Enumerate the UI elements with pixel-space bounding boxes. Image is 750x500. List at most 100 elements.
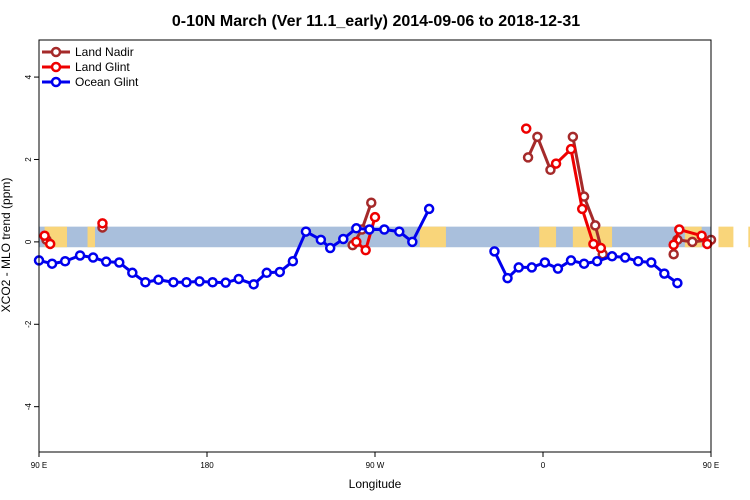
data-point: [545, 164, 556, 176]
data-point: [502, 272, 513, 284]
legend-item: Land Glint: [42, 60, 130, 74]
land-band-segment: [539, 226, 557, 248]
series-layer: [33, 123, 717, 290]
x-tick-label: 180: [200, 461, 214, 470]
x-tick-label: 90 W: [366, 461, 385, 470]
data-point: [672, 277, 683, 289]
legend-label: Land Nadir: [75, 45, 134, 59]
data-point: [423, 203, 435, 215]
data-point: [366, 197, 377, 208]
x-tick-label: 90 E: [31, 461, 47, 470]
data-point: [351, 236, 362, 248]
data-point: [526, 262, 538, 273]
data-point: [578, 258, 590, 269]
data-point: [233, 273, 244, 285]
data-point: [100, 256, 112, 267]
data-point: [532, 131, 543, 143]
data-point: [565, 255, 577, 266]
legend-marker: [50, 76, 62, 88]
data-point: [153, 274, 164, 286]
y-tick-label: -2: [24, 320, 33, 328]
series-ocean-glint: [33, 203, 683, 290]
data-point: [520, 123, 532, 134]
series-land-glint: [39, 123, 713, 256]
data-point: [565, 143, 577, 155]
data-point: [181, 277, 192, 288]
data-point: [127, 267, 138, 279]
data-point: [194, 276, 205, 287]
land-band-segment: [748, 226, 750, 248]
data-point: [550, 158, 562, 169]
data-point: [351, 223, 362, 234]
data-point: [261, 267, 272, 279]
land-band-segment: [419, 226, 446, 248]
x-axis-label: Longitude: [349, 477, 402, 491]
data-point: [588, 238, 599, 250]
series-line: [526, 135, 552, 171]
legend-item: Land Nadir: [42, 45, 134, 59]
data-point: [364, 224, 375, 235]
data-point: [300, 226, 312, 237]
data-point: [59, 255, 71, 267]
land-band-segment: [87, 226, 95, 248]
y-axis-label: XCO2 - MLO trend (ppm): [0, 178, 13, 313]
y-tick-label: 4: [24, 74, 33, 79]
x-tick-label: 90 E: [703, 461, 719, 470]
land-band-segment: [718, 226, 734, 248]
x-axis: 90 E 180 90 W 0 90 E: [31, 452, 719, 470]
data-point: [591, 255, 603, 267]
data-point: [576, 203, 588, 215]
data-point: [74, 250, 86, 261]
data-point: [687, 236, 698, 248]
data-point: [394, 226, 405, 237]
data-point: [379, 224, 390, 235]
x-tick-label: 0: [541, 461, 546, 470]
legend-marker: [50, 46, 62, 58]
data-point: [632, 255, 644, 267]
data-point: [674, 224, 685, 235]
data-point: [522, 152, 534, 163]
legend-label: Ocean Glint: [75, 75, 139, 89]
data-point: [274, 266, 286, 278]
data-point: [619, 252, 631, 263]
chart-title: 0-10N March (Ver 11.1_early) 2014-09-06 …: [172, 13, 580, 30]
data-point: [44, 238, 56, 250]
y-tick-label: -4: [24, 403, 33, 411]
data-point: [369, 211, 381, 223]
data-point: [97, 218, 108, 229]
data-point: [668, 248, 679, 260]
data-point: [513, 262, 524, 273]
data-point: [595, 242, 607, 254]
data-point: [668, 239, 679, 251]
data-point: [207, 277, 218, 288]
data-point: [407, 236, 418, 248]
data-point: [248, 279, 259, 290]
legend-marker: [50, 61, 62, 73]
data-point: [140, 277, 151, 288]
data-point: [338, 233, 349, 245]
data-point: [702, 238, 713, 250]
y-tick-label: 2: [24, 157, 33, 162]
data-point: [606, 251, 618, 262]
data-point: [315, 234, 327, 246]
series-line: [571, 136, 605, 255]
data-point: [360, 244, 371, 256]
data-point: [552, 263, 564, 274]
plot-area: [33, 123, 750, 290]
legend-item: Ocean Glint: [42, 75, 139, 89]
y-tick-label: 0: [24, 239, 33, 244]
data-point: [287, 255, 299, 267]
data-point: [489, 246, 500, 257]
data-point: [539, 257, 551, 268]
data-point: [168, 277, 179, 288]
y-axis: -4 -2 0 2 4: [24, 74, 39, 410]
data-point: [324, 242, 336, 254]
data-point: [46, 258, 58, 269]
data-point: [87, 252, 99, 263]
data-point: [220, 277, 231, 288]
data-point: [39, 230, 50, 241]
data-point: [567, 131, 579, 143]
data-point: [646, 257, 657, 268]
